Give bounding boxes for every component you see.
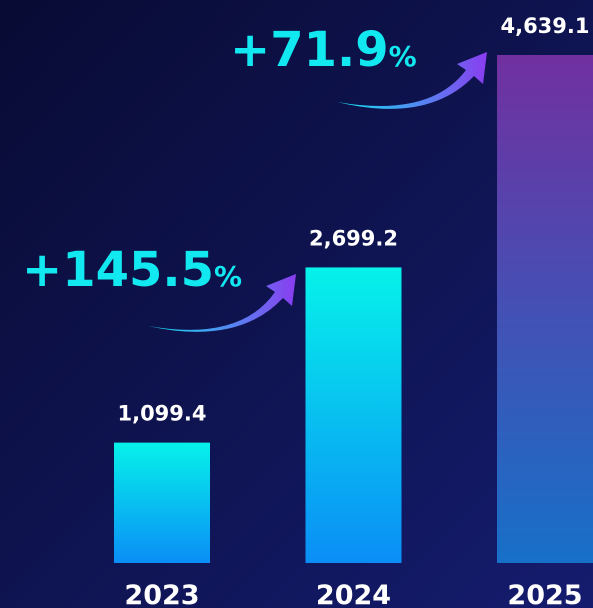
value-label: 2,699.2 (309, 226, 398, 250)
bar (305, 267, 402, 563)
growth-annotation: +145.5% (22, 242, 242, 298)
bar (114, 442, 210, 563)
growth-annotation: +71.9% (230, 22, 417, 78)
bar (497, 55, 593, 563)
value-label: 4,639.1 (500, 14, 589, 38)
x-tick-label: 2023 (124, 580, 199, 608)
growth-arrow (148, 274, 296, 332)
x-tick-label: 2024 (316, 580, 391, 608)
x-tick-label: 2025 (507, 580, 582, 608)
value-label: 1,099.4 (117, 402, 206, 426)
growth-arrow (337, 52, 487, 109)
